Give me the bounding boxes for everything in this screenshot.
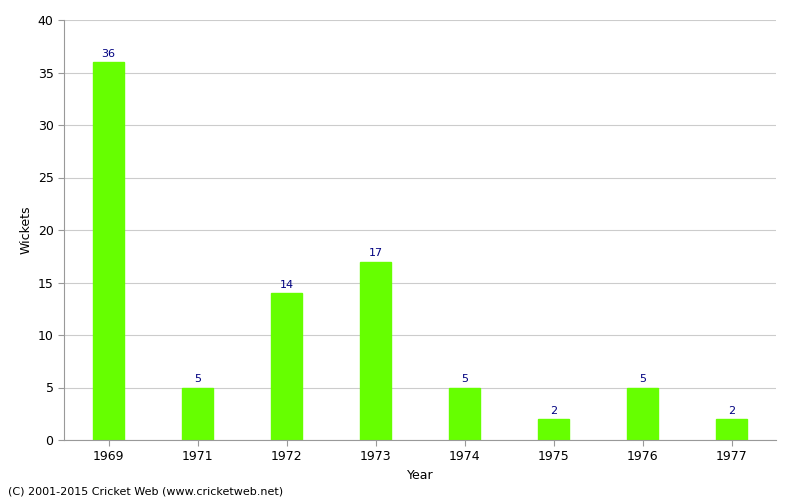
Y-axis label: Wickets: Wickets — [19, 206, 32, 254]
Bar — [538, 419, 569, 440]
Bar — [449, 388, 480, 440]
Text: 14: 14 — [279, 280, 294, 290]
Bar — [271, 293, 302, 440]
Bar — [627, 388, 658, 440]
Bar — [182, 388, 213, 440]
Text: 5: 5 — [194, 374, 201, 384]
Text: 36: 36 — [102, 49, 115, 59]
Text: 5: 5 — [461, 374, 468, 384]
X-axis label: Year: Year — [406, 469, 434, 482]
Text: 17: 17 — [369, 248, 382, 258]
Text: 2: 2 — [550, 406, 557, 416]
Bar — [93, 62, 124, 440]
Bar — [360, 262, 391, 440]
Text: (C) 2001-2015 Cricket Web (www.cricketweb.net): (C) 2001-2015 Cricket Web (www.cricketwe… — [8, 487, 283, 497]
Bar — [716, 419, 747, 440]
Text: 2: 2 — [728, 406, 735, 416]
Text: 5: 5 — [639, 374, 646, 384]
